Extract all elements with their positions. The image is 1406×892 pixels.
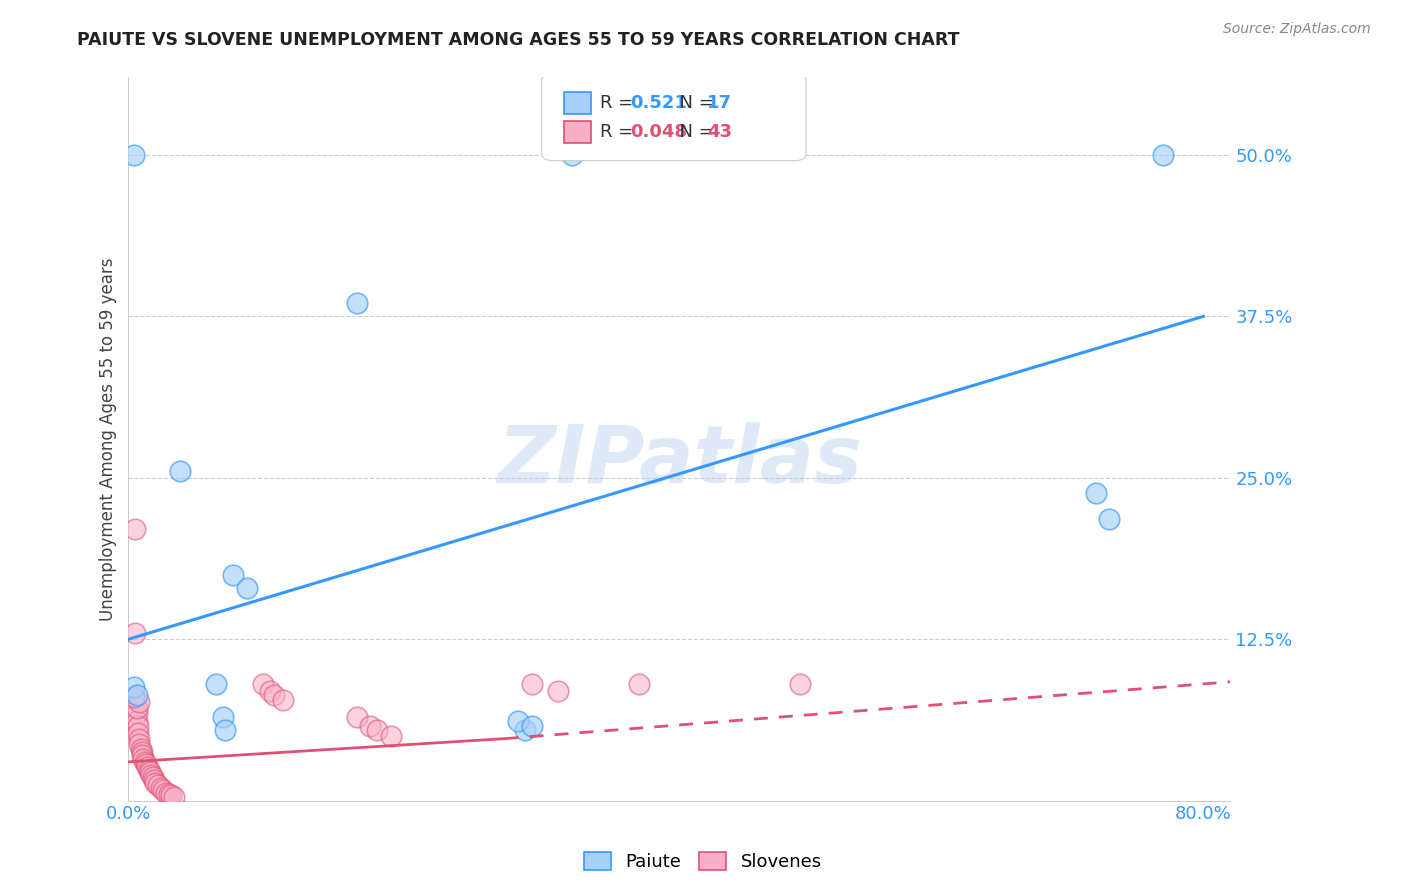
Point: [222, 567, 245, 582]
Point: [214, 723, 236, 737]
Point: [259, 683, 281, 698]
Point: [127, 719, 149, 733]
Point: [235, 581, 257, 595]
Point: [135, 757, 157, 772]
Point: [125, 714, 148, 728]
Text: 0.048: 0.048: [630, 123, 686, 141]
Point: [143, 772, 166, 787]
Point: [508, 714, 530, 728]
Point: [122, 690, 145, 705]
Text: R =: R =: [600, 123, 640, 141]
Point: [513, 723, 536, 737]
Text: PAIUTE VS SLOVENE UNEMPLOYMENT AMONG AGES 55 TO 59 YEARS CORRELATION CHART: PAIUTE VS SLOVENE UNEMPLOYMENT AMONG AGE…: [77, 31, 960, 49]
Point: [146, 778, 169, 792]
Point: [124, 625, 146, 640]
Text: R =: R =: [600, 94, 640, 112]
Point: [136, 760, 159, 774]
Point: [520, 677, 543, 691]
Point: [139, 765, 162, 780]
Point: [149, 780, 172, 795]
Point: [122, 148, 145, 162]
Point: [142, 770, 165, 784]
Point: [789, 677, 811, 691]
Point: [169, 464, 191, 478]
Point: [547, 683, 569, 698]
Point: [131, 745, 153, 759]
Point: [131, 748, 153, 763]
Point: [346, 709, 368, 723]
Text: N =: N =: [668, 123, 720, 141]
Point: [132, 752, 155, 766]
Point: [125, 700, 148, 714]
Point: [134, 755, 156, 769]
Text: 0.521: 0.521: [630, 94, 686, 112]
Point: [125, 706, 148, 720]
Point: [138, 763, 160, 777]
Point: [380, 729, 402, 743]
Text: Source: ZipAtlas.com: Source: ZipAtlas.com: [1223, 22, 1371, 37]
Point: [127, 726, 149, 740]
Point: [160, 789, 183, 803]
Point: [359, 719, 381, 733]
Text: 43: 43: [707, 123, 733, 141]
Point: [346, 296, 368, 310]
Point: [1098, 512, 1121, 526]
Text: N =: N =: [668, 94, 720, 112]
Point: [125, 688, 148, 702]
Point: [155, 786, 177, 800]
Text: 17: 17: [707, 94, 733, 112]
Legend: Paiute, Slovenes: Paiute, Slovenes: [576, 845, 830, 879]
Point: [520, 719, 543, 733]
Point: [128, 731, 150, 746]
FancyBboxPatch shape: [564, 120, 592, 143]
FancyBboxPatch shape: [564, 92, 592, 113]
Point: [271, 693, 294, 707]
Point: [263, 688, 285, 702]
Point: [128, 696, 150, 710]
Point: [143, 775, 166, 789]
Point: [129, 742, 152, 756]
Point: [141, 768, 163, 782]
Point: [211, 709, 233, 723]
Point: [628, 677, 651, 691]
Text: ZIPatlas: ZIPatlas: [496, 422, 862, 500]
Point: [157, 787, 180, 801]
Point: [163, 789, 186, 804]
Point: [561, 148, 583, 162]
Point: [122, 680, 145, 694]
Point: [1152, 148, 1174, 162]
Point: [1084, 486, 1107, 500]
Point: [128, 737, 150, 751]
Point: [124, 523, 146, 537]
Y-axis label: Unemployment Among Ages 55 to 59 years: Unemployment Among Ages 55 to 59 years: [100, 257, 117, 621]
Point: [252, 677, 274, 691]
Point: [204, 677, 226, 691]
FancyBboxPatch shape: [541, 74, 806, 161]
Point: [152, 783, 174, 797]
Point: [366, 723, 388, 737]
